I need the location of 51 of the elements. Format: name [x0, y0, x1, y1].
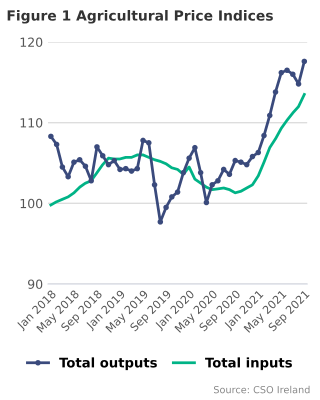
point: [186, 155, 192, 161]
point: [111, 158, 118, 164]
y-tick-label: 100: [20, 198, 42, 208]
point: [94, 144, 100, 150]
y-tick-label: 90: [28, 279, 42, 289]
point: [48, 134, 54, 140]
point: [117, 166, 123, 172]
point: [250, 154, 256, 160]
point: [152, 182, 158, 188]
y-tick-label: 120: [20, 37, 42, 47]
legend-label: Total outputs: [59, 357, 157, 370]
point: [226, 172, 232, 178]
point: [272, 89, 278, 95]
point: [204, 200, 210, 206]
point: [278, 70, 284, 76]
point: [192, 144, 198, 150]
point: [140, 138, 146, 144]
point: [122, 166, 129, 172]
point: [82, 163, 88, 170]
point: [106, 162, 112, 168]
point: [163, 204, 169, 210]
point: [284, 67, 290, 74]
point: [134, 166, 140, 172]
point: [60, 164, 66, 170]
point: [209, 182, 215, 188]
point: [100, 152, 106, 159]
point: [169, 194, 175, 200]
point: [238, 159, 244, 165]
point: [180, 170, 186, 176]
point: [198, 170, 204, 176]
point: [302, 58, 308, 64]
point: [290, 71, 296, 78]
point: [215, 178, 221, 184]
source-note: Source: CSO Ireland: [214, 386, 310, 394]
y-tick-label: 110: [20, 118, 42, 128]
point: [255, 150, 262, 156]
line-series: [49, 93, 306, 206]
point: [244, 162, 250, 168]
point: [220, 166, 226, 172]
point: [146, 140, 152, 146]
point: [128, 168, 134, 174]
point: [76, 156, 82, 163]
point: [261, 132, 267, 138]
point: [174, 189, 180, 195]
point: [158, 219, 164, 225]
chart-title: Figure 1 Agricultural Price Indices: [8, 10, 273, 24]
point: [71, 159, 77, 165]
point: [266, 112, 273, 118]
legend-label: Total inputs: [205, 357, 292, 370]
point: [54, 142, 60, 148]
point: [232, 158, 238, 164]
